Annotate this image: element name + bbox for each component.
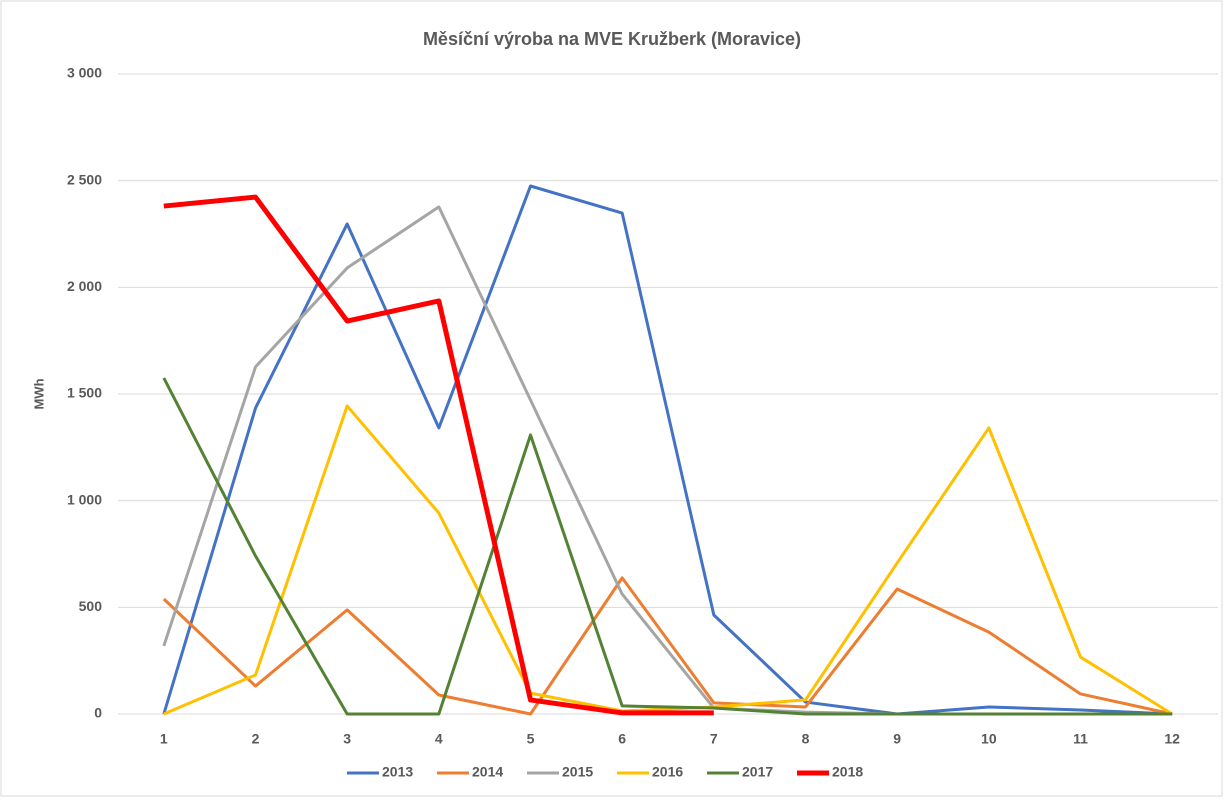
x-tick-label: 11: [1073, 731, 1088, 747]
x-tick-label: 7: [710, 731, 718, 747]
series-line: [163, 194, 714, 716]
y-tick-label: 3 000: [67, 65, 102, 81]
legend-label: 2013: [382, 764, 413, 780]
x-tick-label: 10: [981, 731, 997, 747]
chart-title: Měsíční výroba na MVE Kružberk (Moravice…: [423, 29, 801, 49]
legend-label: 2014: [472, 764, 503, 780]
y-axis-label: MWh: [31, 378, 46, 409]
y-tick-label: 2 000: [67, 278, 102, 294]
legend-label: 2017: [742, 764, 773, 780]
y-tick-label: 2 500: [67, 171, 102, 187]
x-tick-label: 12: [1164, 731, 1180, 747]
series-line: [163, 404, 1173, 716]
y-tick-label: 500: [79, 598, 103, 614]
x-tick-label: 4: [435, 731, 443, 747]
x-tick-label: 5: [527, 731, 535, 747]
legend-label: 2015: [562, 764, 593, 780]
x-tick-label: 2: [252, 731, 260, 747]
series-line: [162, 377, 1173, 716]
series-line: [162, 576, 1173, 716]
x-tick-label: 6: [618, 731, 626, 747]
x-tick-label: 3: [343, 731, 351, 747]
x-tick-label: 9: [893, 731, 901, 747]
series-line: [162, 184, 1173, 716]
y-tick-label: 1 000: [67, 491, 102, 507]
y-tick-label: 1 500: [67, 385, 102, 401]
x-tick-label: 8: [802, 731, 810, 747]
x-tick-label: 1: [160, 731, 168, 747]
y-tick-label: 0: [94, 705, 102, 721]
legend-label: 2016: [652, 764, 683, 780]
legend-label: 2018: [832, 764, 863, 780]
